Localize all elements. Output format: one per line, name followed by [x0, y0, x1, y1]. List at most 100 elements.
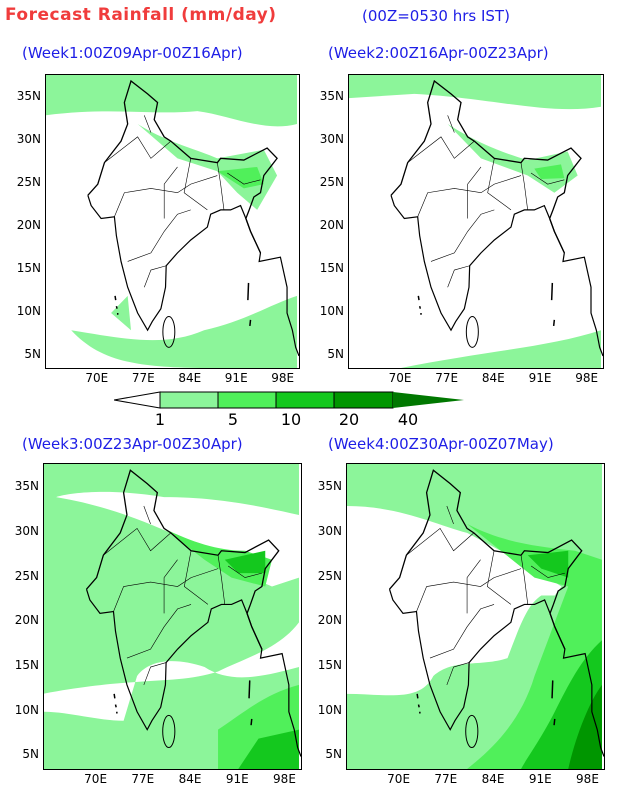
state-boundary	[228, 566, 262, 578]
lon-label: 91E	[224, 371, 248, 385]
lat-label: 20N	[317, 613, 342, 628]
lon-label: 98E	[575, 371, 599, 385]
lon-label: 70E	[85, 371, 109, 385]
lat-label: 30N	[14, 523, 39, 538]
lat-label: 30N	[16, 132, 41, 147]
lat-label: 5N	[327, 346, 344, 361]
map-panel-week3	[43, 463, 302, 770]
lat-label: 10N	[16, 304, 41, 318]
lakshadweep-islands	[418, 296, 421, 315]
lon-label: 77E	[434, 772, 458, 786]
state-boundary	[184, 158, 207, 210]
legend-bin-1	[159, 391, 219, 409]
legend-bin-4	[333, 391, 394, 409]
state-boundary	[184, 551, 208, 605]
state-boundary	[406, 528, 473, 555]
rainfall-map	[44, 464, 301, 769]
lon-label: 84E	[178, 772, 202, 786]
coastline	[88, 195, 299, 356]
lon-label: 84E	[481, 772, 505, 786]
andaman-islands	[552, 680, 555, 725]
sri-lanka	[163, 316, 175, 347]
state-boundary	[447, 506, 454, 524]
lat-label: 25N	[319, 175, 344, 190]
lon-label: 70E	[388, 371, 412, 385]
state-boundary	[467, 560, 480, 614]
panel-title-week4: (Week4:00Z30Apr-00Z07May)	[328, 435, 554, 453]
map-panel-week1	[45, 74, 300, 369]
legend-level-10: 10	[280, 410, 302, 429]
coastline	[391, 195, 603, 356]
lat-label: 25N	[14, 568, 39, 583]
lon-label: 70E	[84, 772, 108, 786]
coastline	[86, 589, 301, 756]
time-note: (00Z=0530 hrs IST)	[362, 7, 510, 25]
state-boundary	[531, 173, 564, 184]
map-panel-week4	[346, 463, 605, 770]
lat-label: 15N	[317, 658, 342, 673]
state-boundary	[448, 115, 455, 132]
legend-under	[114, 391, 161, 409]
lon-label: 77E	[435, 371, 459, 385]
lat-label: 35N	[319, 89, 344, 104]
lat-label: 5N	[325, 747, 342, 762]
lat-label: 15N	[14, 658, 39, 673]
chart-title: Forecast Rainfall (mm/day)	[5, 5, 277, 25]
rainfall-shade-level-3	[521, 550, 602, 769]
lat-label: 20N	[16, 218, 41, 233]
lon-label: 91E	[528, 772, 552, 786]
state-boundary	[127, 604, 191, 658]
lakshadweep-islands	[115, 296, 118, 315]
legend-level-40: 40	[397, 410, 419, 429]
country-border	[86, 470, 278, 649]
state-boundary	[164, 167, 177, 219]
rainfall-map	[347, 464, 604, 769]
lakshadweep-islands	[417, 694, 420, 714]
rainfall-map	[349, 75, 603, 368]
state-boundary	[144, 115, 151, 132]
state-boundary	[227, 173, 260, 184]
legend-bin-2	[217, 391, 277, 409]
state-boundary	[487, 551, 511, 605]
state-boundary	[430, 604, 494, 658]
legend-level-5: 5	[227, 410, 239, 429]
sri-lanka	[466, 715, 478, 747]
lat-label: 35N	[14, 479, 39, 494]
lat-label: 20N	[14, 613, 39, 628]
lat-label: 25N	[16, 175, 41, 190]
rainfall-shade-level-4	[568, 684, 602, 769]
rainfall-shade-level-3	[224, 550, 299, 769]
lakshadweep-islands	[114, 694, 117, 714]
lon-label: 98E	[271, 371, 295, 385]
state-boundary	[488, 158, 511, 210]
color-legend	[114, 391, 464, 409]
state-boundary	[103, 528, 170, 555]
state-boundary	[468, 167, 481, 219]
lat-label: 35N	[16, 89, 41, 104]
panel-title-week2: (Week2:00Z16Apr-00Z23Apr)	[328, 44, 549, 62]
state-boundary	[408, 137, 475, 163]
state-boundary	[448, 266, 470, 287]
state-boundary	[144, 266, 166, 287]
state-boundary	[531, 566, 565, 578]
state-boundary	[217, 163, 224, 210]
coastline	[389, 589, 604, 756]
andaman-islands	[248, 283, 251, 326]
lat-label: 5N	[22, 747, 39, 762]
lon-label: 70E	[387, 772, 411, 786]
state-boundary	[447, 663, 469, 685]
rainfall-shade-level-1	[349, 75, 602, 368]
legend-level-20: 20	[338, 410, 360, 429]
rainfall-shade-level-2	[217, 166, 264, 189]
map-panel-week2	[348, 74, 604, 369]
rainfall-shade-level-1	[46, 75, 298, 368]
state-boundary	[164, 560, 177, 614]
lat-label: 10N	[317, 702, 342, 717]
lon-label: 84E	[178, 371, 202, 385]
lon-label: 77E	[131, 772, 155, 786]
state-boundary	[218, 555, 225, 604]
state-boundary	[521, 163, 528, 210]
country-border	[391, 81, 581, 253]
lon-label: 77E	[131, 371, 155, 385]
legend-over	[393, 392, 464, 408]
